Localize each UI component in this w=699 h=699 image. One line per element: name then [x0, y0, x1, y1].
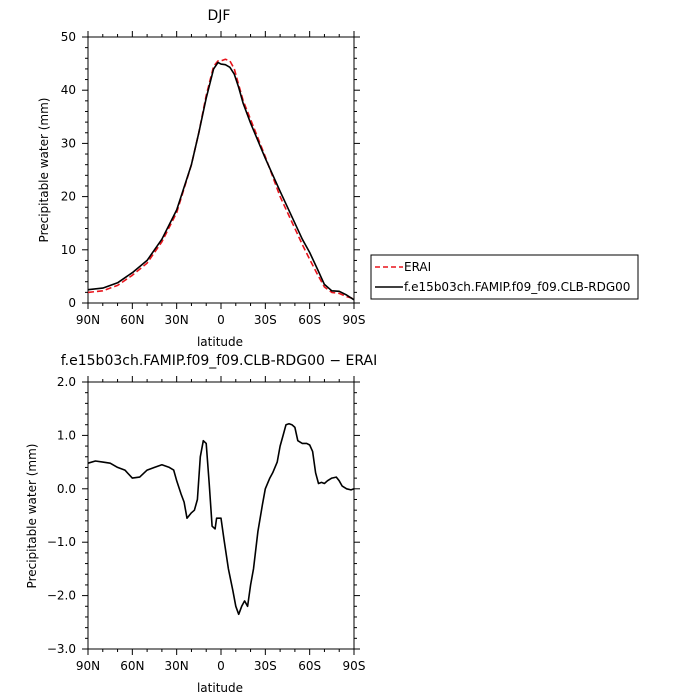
y-tick-label: 0.0 — [57, 482, 76, 496]
legend-entry-erai: ERAI — [404, 260, 431, 274]
difference-panel: f.e15b03ch.FAMIP.f09_f09.CLB-RDG00 − ERA… — [25, 353, 377, 695]
legend: ERAI f.e15b03ch.FAMIP.f09_f09.CLB-RDG00 — [370, 254, 639, 300]
y-tick-label: 10 — [61, 243, 76, 257]
x-tick-label: 30N — [165, 313, 189, 327]
y-tick-label: 30 — [61, 136, 76, 150]
precip-water-djf-panel: DJF 90N 60N 30N 0 30S 60S 90S 0 10 20 30 40 50 latit… — [37, 8, 365, 349]
series-group — [87, 422, 355, 616]
x-tick-label: 60N — [120, 313, 144, 327]
y-axis-label: Precipitable water (mm) — [25, 444, 39, 589]
x-tick-label: 30S — [254, 313, 277, 327]
x-axis-label: latitude — [197, 335, 243, 349]
y-tick-label: 50 — [61, 30, 76, 44]
x-axis-label: latitude — [197, 681, 243, 695]
x-tick-label: 0 — [217, 659, 225, 673]
y-tick-label: 0 — [68, 296, 76, 310]
x-tick-label: 0 — [217, 313, 225, 327]
y-axis-label: Precipitable water (mm) — [37, 98, 51, 243]
y-tick-label: −1.0 — [47, 535, 76, 549]
x-tick-label: 90N — [76, 659, 100, 673]
axis-ticks: 90N 60N 30N 0 30S 60S 90S −3.0 −2.0 −1.0 0.0 1.0 2.0 — [47, 375, 366, 673]
x-tick-label: 90S — [343, 313, 366, 327]
y-tick-label: 40 — [61, 83, 76, 97]
y-tick-label: 20 — [61, 190, 76, 204]
series-line-erai — [87, 58, 355, 300]
x-tick-label: 30N — [165, 659, 189, 673]
series-group — [87, 58, 355, 301]
axis-ticks: 90N 60N 30N 0 30S 60S 90S 0 10 20 30 40 50 — [61, 30, 366, 327]
x-tick-label: 90S — [343, 659, 366, 673]
y-tick-label: 2.0 — [57, 375, 76, 389]
plot-frame — [87, 381, 355, 650]
x-tick-label: 60S — [298, 313, 321, 327]
series-line-model — [87, 61, 355, 301]
x-tick-label: 60N — [120, 659, 144, 673]
chart-title: DJF — [208, 8, 231, 24]
x-tick-label: 90N — [76, 313, 100, 327]
y-tick-label: −3.0 — [47, 642, 76, 656]
y-tick-label: 1.0 — [57, 428, 76, 442]
x-tick-label: 30S — [254, 659, 277, 673]
x-tick-label: 60S — [298, 659, 321, 673]
legend-entry-model: f.e15b03ch.FAMIP.f09_f09.CLB-RDG00 — [404, 280, 630, 294]
legend-box — [370, 254, 639, 300]
series-line-model — [87, 422, 355, 616]
chart-title: f.e15b03ch.FAMIP.f09_f09.CLB-RDG00 − ERA… — [61, 353, 377, 369]
y-tick-label: −2.0 — [47, 589, 76, 603]
